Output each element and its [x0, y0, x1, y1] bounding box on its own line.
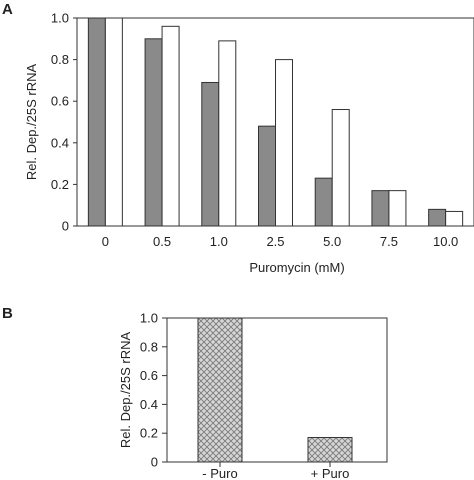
- panel-b-y-tick-label: 0.4: [140, 397, 158, 412]
- panel-a-bar-grey-5.0: [314, 177, 333, 227]
- panel-a-bar-white-5.0: [331, 109, 350, 227]
- panel-a-x-tick-label: 1.0: [210, 234, 228, 249]
- panel-a-y-tick-label: 1.0: [51, 11, 69, 26]
- panel-a-bar-grey-7.5: [371, 190, 390, 227]
- panel-a-y-tick-label: 0.4: [51, 135, 69, 150]
- panel-a-bar-white-0: [104, 17, 123, 227]
- panel-a-x-tick-label: 10.0: [433, 234, 458, 249]
- panel-b-y-tick-label: 0: [151, 455, 158, 470]
- panel-a-bar-white-10.0: [445, 210, 464, 227]
- panel-a-x-tick-label: 0: [102, 234, 109, 249]
- panel-a-x-tick-label: 7.5: [380, 234, 398, 249]
- panel-a: A 0 0.2 0.4 0.6 0.8 1.0 0 0.5 1.0 2.5 5.0 7.5 10.0 P…: [2, 1, 474, 275]
- panel-a-bar-white-7.5: [388, 190, 407, 227]
- panel-a-y-tick-label: 0.6: [51, 94, 69, 109]
- panel-a-y-tick-label: 0: [62, 219, 69, 234]
- panel-b-y-tick-label: 0.6: [140, 368, 158, 383]
- panel-a-plot-area: 0 0.2 0.4 0.6 0.8 1.0 0 0.5 1.0 2.5 5.0 7.5 10.0: [51, 11, 474, 249]
- panel-b-x-tick-label: - Puro: [202, 466, 237, 480]
- panel-a-bar-white-1.0: [218, 40, 237, 227]
- panel-a-bar-white-2.5: [275, 59, 293, 227]
- panel-b-y-tick-label: 1.0: [140, 311, 158, 326]
- panel-a-y-axis-label: Rel. Dep./25S rRNA: [24, 64, 39, 181]
- panel-a-bar-white-0.5: [161, 25, 180, 227]
- panel-a-y-tick-label: 0.8: [51, 52, 69, 67]
- panel-a-y-tick-label: 0.2: [51, 177, 69, 192]
- panel-a-bar-grey-0.5: [144, 38, 163, 227]
- panel-a-x-tick-label: 2.5: [266, 234, 284, 249]
- panel-a-x-tick-label: 5.0: [323, 234, 341, 249]
- panel-b-plot-area: 0 0.2 0.4 0.6 0.8 1.0 - Puro + Puro: [140, 311, 388, 480]
- panel-a-bar-grey-0: [87, 17, 106, 227]
- panel-b-y-tick-label: 0.8: [140, 339, 158, 354]
- panel-a-bar-grey-2.5: [258, 125, 276, 227]
- panel-b-y-axis-label: Rel. Dep./25S rRNA: [118, 332, 133, 449]
- panel-b-bar-plus-puro: [307, 437, 353, 463]
- panel-a-bar-grey-1.0: [201, 81, 220, 227]
- panel-a-x-tick-label: 0.5: [153, 234, 171, 249]
- panel-b-plot-frame: [166, 317, 388, 463]
- panel-a-bar-grey-10.0: [428, 208, 447, 227]
- panel-b-x-tick-label: + Puro: [311, 466, 350, 480]
- panel-b-y-tick-label: 0.2: [140, 426, 158, 441]
- panel-b-label: B: [2, 305, 13, 322]
- panel-b: B 0 0.2 0.4 0.6 0.8 1.0 - Puro + Puro Rel. Dep.…: [2, 305, 388, 480]
- panel-b-bar-minus-puro: [197, 317, 243, 463]
- panel-a-x-axis-label: Puromycin (mM): [249, 260, 344, 275]
- panel-a-label: A: [2, 1, 13, 18]
